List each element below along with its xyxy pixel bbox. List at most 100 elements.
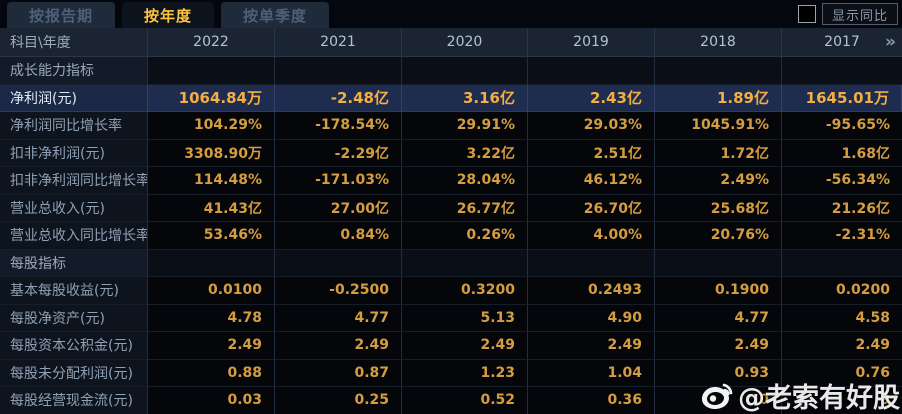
cell-value: 29.03% [528,112,655,140]
column-header-2017: 2017 » [782,28,902,57]
row-label: 净利润(元) [0,84,148,112]
row-label: 每股净资产(元) [0,304,148,332]
section-row[interactable]: 每股指标 [0,249,902,277]
column-header-2018: 2018 [655,28,782,57]
row-label: 每股资本公积金(元) [0,332,148,360]
cell-value: 21.26亿 [782,194,902,222]
cell-value: 28.04% [402,167,528,195]
cell-value: 2.49 [782,332,902,360]
cell-value: 0.76 [782,359,902,387]
row-label: 扣非净利润同比增长率 [0,167,148,195]
cell-value [402,249,528,277]
cell-value: 0.93 [655,359,782,387]
row-label: 基本每股收益(元) [0,277,148,305]
cell-value: 0.3200 [402,277,528,305]
cell-value: 2.49 [148,332,275,360]
cell-value: -95.65% [782,112,902,140]
cell-value: 9 [782,387,902,414]
table-body: 成长能力指标 净利润(元) 1064.84万 -2.48亿 3.16亿 2.43亿 1.89… [0,57,902,414]
cell-value: 2.49% [655,167,782,195]
table-row[interactable]: 营业总收入(元) 41.43亿 27.00亿 26.77亿 26.70亿 25.68亿 21… [0,194,902,222]
column-header-2019: 2019 [528,28,655,57]
cell-value: 4.78 [148,304,275,332]
cell-value: 114.48% [148,167,275,195]
row-label: 营业总收入同比增长率 [0,222,148,250]
cell-value: 0.84% [275,222,402,250]
cell-value: 0.1900 [655,277,782,305]
cell-value: 0.87 [275,359,402,387]
cell-value [655,249,782,277]
cell-value: 2.49 [275,332,402,360]
cell-value: 1.04 [528,359,655,387]
cell-value: 0.26% [402,222,528,250]
cell-value: 2.49 [655,332,782,360]
cell-value: 2.49 [402,332,528,360]
table-header-row: 科目\年度 2022 2021 2020 2019 2018 2017 » [0,28,902,57]
table-row[interactable]: 扣非净利润(元) 3308.90万 -2.29亿 3.22亿 2.51亿 1.72亿 1.6… [0,139,902,167]
cell-value: -2.48亿 [275,84,402,112]
cell-value: 27.00亿 [275,194,402,222]
row-label: 每股未分配利润(元) [0,359,148,387]
table-row[interactable]: 净利润同比增长率 104.29% -178.54% 29.91% 29.03% 1045.… [0,112,902,140]
row-label: 成长能力指标 [0,57,148,85]
tab-by-year[interactable]: 按年度 [122,2,215,28]
row-label: 净利润同比增长率 [0,112,148,140]
table-row[interactable]: 每股经营现金流(元) 0.03 0.25 0.52 0.36 0 9 [0,387,902,414]
cell-value: 1.68亿 [782,139,902,167]
cell-value: 104.29% [148,112,275,140]
tab-by-report-period[interactable]: 按报告期 [7,2,116,28]
cell-value: 2.49 [528,332,655,360]
more-columns-icon[interactable]: » [885,32,896,52]
section-row[interactable]: 成长能力指标 [0,57,902,85]
cell-value [402,57,528,85]
cell-value: 29.91% [402,112,528,140]
cell-value [528,249,655,277]
cell-value: 20.76% [655,222,782,250]
cell-value [148,57,275,85]
cell-value: 0.88 [148,359,275,387]
cell-value: 4.77 [655,304,782,332]
table-row[interactable]: 营业总收入同比增长率 53.46% 0.84% 0.26% 4.00% 20.76% -2.… [0,222,902,250]
cell-value: 4.00% [528,222,655,250]
cell-value: 2.43亿 [528,84,655,112]
cell-value: 0 [655,387,782,414]
show-yoy-checkbox[interactable] [797,5,816,23]
cell-value [655,57,782,85]
cell-value: 46.12% [528,167,655,195]
tab-by-single-quarter[interactable]: 按单季度 [221,2,330,28]
row-label: 每股指标 [0,249,148,277]
cell-value: -0.2500 [275,277,402,305]
cell-value: 26.70亿 [528,194,655,222]
cell-value: 1.72亿 [655,139,782,167]
period-tabbar: 按报告期 按年度 按单季度 显示同比 [0,0,902,28]
cell-value: 0.03 [148,387,275,414]
cell-value: 3.16亿 [402,84,528,112]
row-label: 每股经营现金流(元) [0,387,148,414]
cell-value [275,249,402,277]
column-header-2017-label: 2017 [824,34,860,50]
cell-value: -2.29亿 [275,139,402,167]
cell-value: 0.52 [402,387,528,414]
table-row[interactable]: 每股资本公积金(元) 2.49 2.49 2.49 2.49 2.49 2.49 [0,332,902,360]
cell-value [782,249,902,277]
cell-value: 1064.84万 [148,84,275,112]
table-row[interactable]: 每股净资产(元) 4.78 4.77 5.13 4.90 4.77 4.58 [0,304,902,332]
cell-value: 26.77亿 [402,194,528,222]
table-row[interactable]: 基本每股收益(元) 0.0100 -0.2500 0.3200 0.2493 0.1900… [0,277,902,305]
cell-value [148,249,275,277]
table-row[interactable]: 扣非净利润同比增长率 114.48% -171.03% 28.04% 46.12% 2.4… [0,167,902,195]
cell-value: 4.58 [782,304,902,332]
show-yoy-label[interactable]: 显示同比 [821,3,898,25]
table-row[interactable]: 净利润(元) 1064.84万 -2.48亿 3.16亿 2.43亿 1.89亿 1645.… [0,84,902,112]
cell-value: 5.13 [402,304,528,332]
row-label: 营业总收入(元) [0,194,148,222]
cell-value: 1.23 [402,359,528,387]
indicators-table: 科目\年度 2022 2021 2020 2019 2018 2017 » 成长… [0,28,902,414]
cell-value: 53.46% [148,222,275,250]
cell-value: 4.90 [528,304,655,332]
show-yoy-control: 显示同比 [797,2,898,26]
cell-value: 1645.01万 [782,84,902,112]
cell-value [528,57,655,85]
table-row[interactable]: 每股未分配利润(元) 0.88 0.87 1.23 1.04 0.93 0.76 [0,359,902,387]
